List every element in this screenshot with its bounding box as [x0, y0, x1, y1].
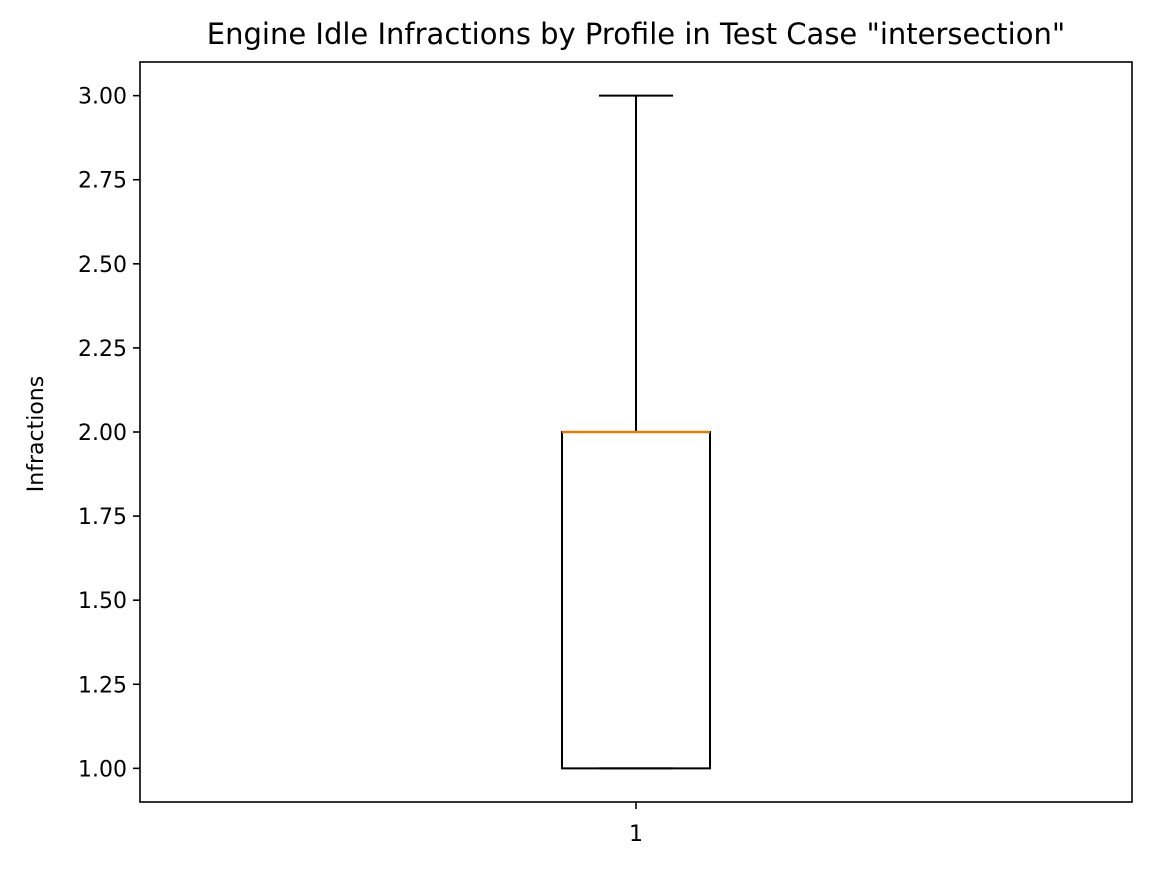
x-tick-label: 1: [629, 822, 643, 847]
y-tick-label: 2.25: [78, 337, 127, 362]
y-axis-label: Infractions: [24, 376, 49, 492]
chart-title: Engine Idle Infractions by Profile in Te…: [207, 17, 1065, 51]
y-tick-label: 3.00: [78, 85, 127, 110]
iqr-box: [561, 431, 711, 770]
y-axis: 1.00 1.25 1.50 1.75 2.00 2.25 2.50 2.75 3.00: [78, 85, 140, 782]
y-tick-label: 2.50: [78, 253, 127, 278]
y-tick-label: 1.50: [78, 589, 127, 614]
y-tick-label: 1.25: [78, 673, 127, 698]
x-axis: 1: [629, 802, 643, 847]
box-series: [561, 94, 711, 770]
y-tick-label: 2.00: [78, 421, 127, 446]
y-tick-label: 2.75: [78, 169, 127, 194]
y-tick-label: 1.75: [78, 505, 127, 530]
y-tick-label: 1.00: [78, 757, 127, 782]
